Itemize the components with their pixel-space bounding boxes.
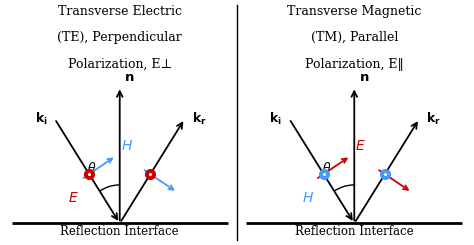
Text: $\mathbf{n}$: $\mathbf{n}$ [359,71,369,84]
Text: $E$: $E$ [356,139,366,153]
Text: $\mathbf{k}_\mathbf{r}$: $\mathbf{k}_\mathbf{r}$ [426,110,441,127]
Text: $H$: $H$ [301,191,314,205]
Text: $\mathbf{k}_\mathbf{i}$: $\mathbf{k}_\mathbf{i}$ [35,110,48,127]
Text: Transverse Electric: Transverse Electric [58,5,182,18]
Text: Polarization, E‖: Polarization, E‖ [305,58,404,71]
Text: $\theta$: $\theta$ [322,161,331,175]
Text: (TE), Perpendicular: (TE), Perpendicular [57,31,182,44]
Text: (TM), Parallel: (TM), Parallel [310,31,398,44]
Text: $\mathbf{k}_\mathbf{r}$: $\mathbf{k}_\mathbf{r}$ [192,110,207,127]
Text: $\mathbf{n}$: $\mathbf{n}$ [124,71,135,84]
Text: $H$: $H$ [121,139,133,153]
Text: Reflection Interface: Reflection Interface [295,224,414,238]
Text: $\mathbf{k}_\mathbf{i}$: $\mathbf{k}_\mathbf{i}$ [270,110,282,127]
Text: Polarization, E⊥: Polarization, E⊥ [68,58,172,71]
Text: Transverse Magnetic: Transverse Magnetic [287,5,421,18]
Text: Reflection Interface: Reflection Interface [60,224,179,238]
Text: $E$: $E$ [68,191,78,205]
Text: $\theta$: $\theta$ [87,161,97,175]
